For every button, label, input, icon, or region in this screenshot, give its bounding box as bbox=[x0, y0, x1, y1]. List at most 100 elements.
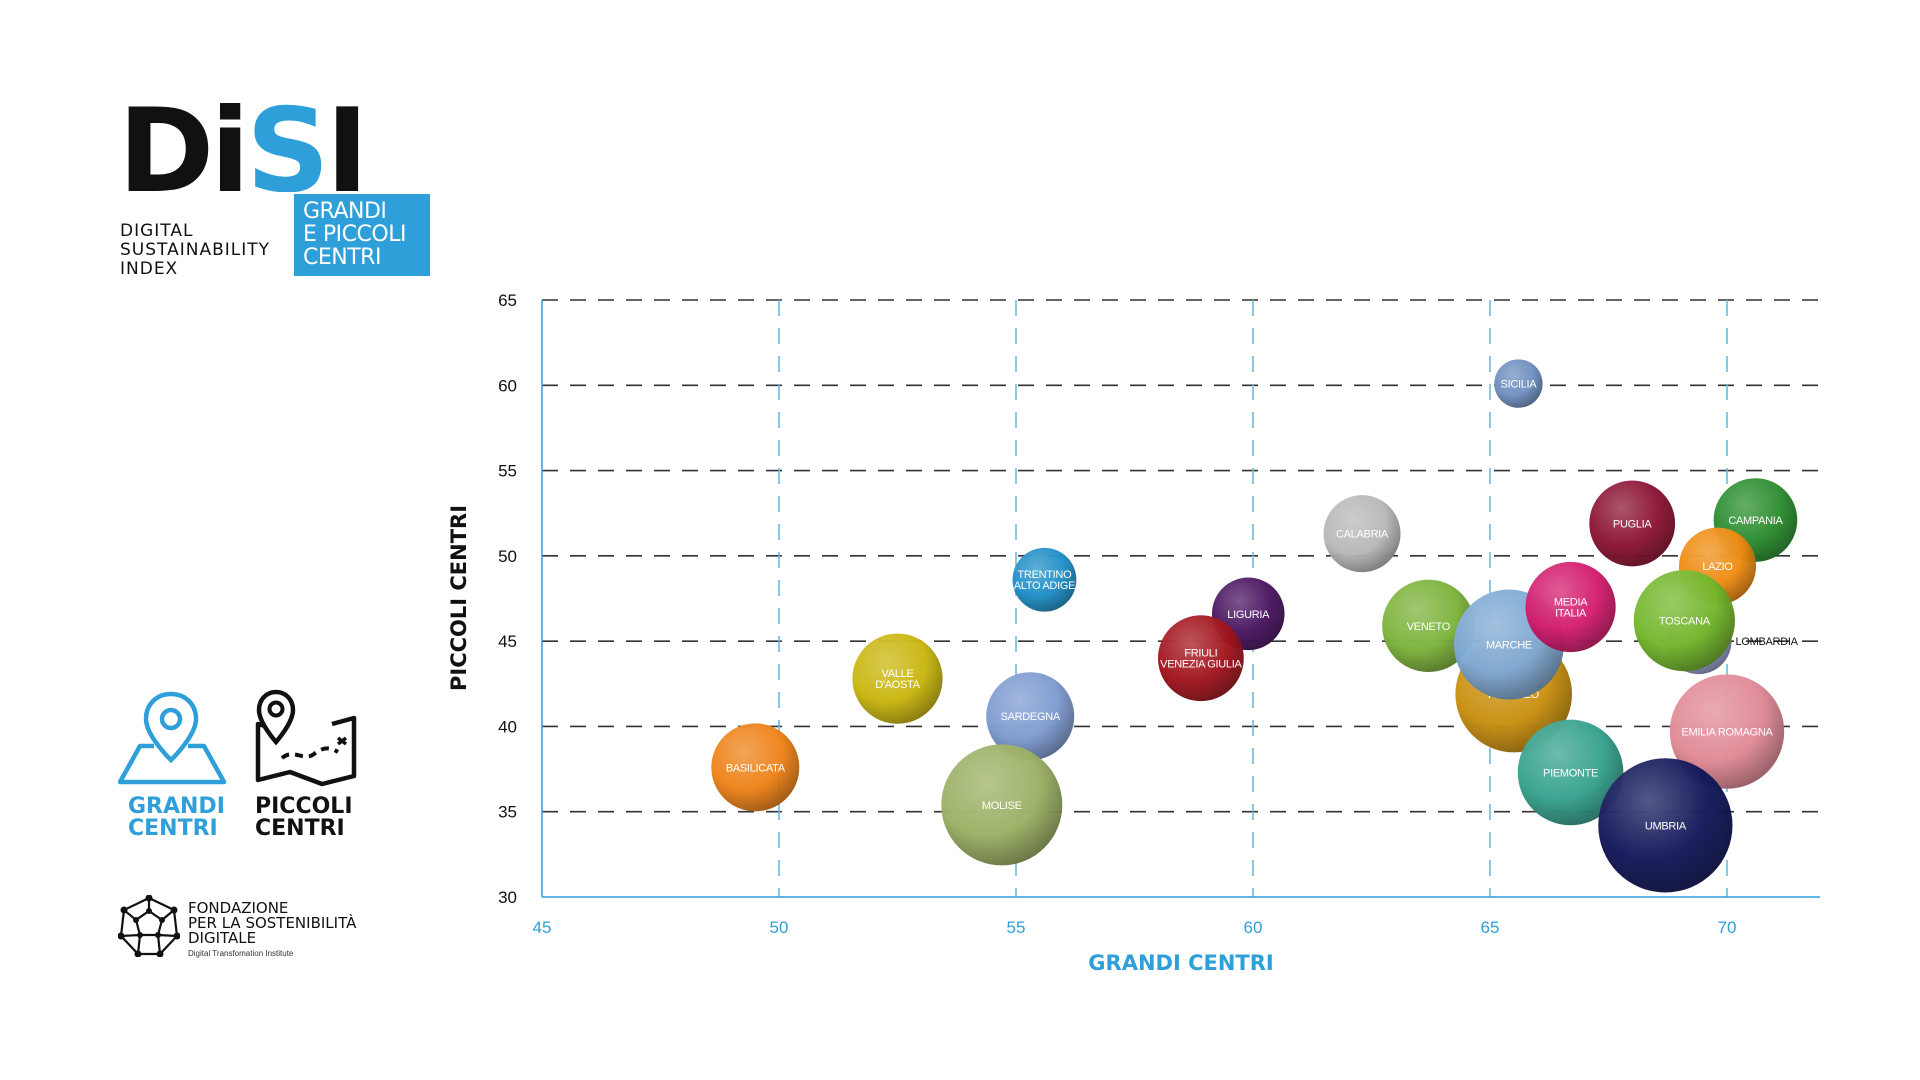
legend-piccoli-centri: PICCOLI CENTRI bbox=[254, 688, 364, 840]
bubble-circle bbox=[1517, 719, 1624, 826]
bubble-sardegna: SARDEGNA bbox=[986, 672, 1075, 761]
bubble-label-line: VENETO bbox=[1407, 621, 1451, 633]
disi-subtitle-line: INDEX bbox=[120, 259, 179, 279]
bubble-label-line: UMBRIA bbox=[1645, 820, 1687, 832]
x-tick-label: 50 bbox=[770, 918, 789, 937]
legend-grandi-line2: CENTRI bbox=[128, 816, 218, 841]
bubble-label: MARCHE bbox=[1486, 640, 1532, 652]
bubble-label-line: CAMPANIA bbox=[1728, 515, 1783, 527]
chart-bubbles: SICILIA CALABRIA TRENTINO ALTO ADIGE LIGURIA… bbox=[711, 359, 1799, 893]
folded-map-icon bbox=[255, 689, 357, 787]
bubble-molise: MOLISE bbox=[941, 744, 1063, 866]
bubble-label: MEDIA ITALIA bbox=[1554, 597, 1588, 620]
x-axis-title: GRANDI CENTRI bbox=[1088, 951, 1273, 975]
y-tick-label: 60 bbox=[498, 376, 517, 395]
bubble-label: TRENTINO ALTO ADIGE bbox=[1014, 569, 1075, 592]
bubble-label: UMBRIA bbox=[1645, 820, 1687, 832]
x-tick-label: 60 bbox=[1244, 918, 1263, 937]
bubble-label-line: ALTO ADIGE bbox=[1014, 580, 1075, 592]
bubble-circle bbox=[711, 723, 800, 812]
bubble-veneto: VENETO bbox=[1382, 579, 1475, 672]
disi-wordmark: DiSI bbox=[118, 94, 365, 192]
y-tick-label: 65 bbox=[498, 291, 517, 310]
bubble-label-line: PUGLIA bbox=[1613, 518, 1653, 530]
bubble-media-italia: MEDIA ITALIA bbox=[1525, 561, 1616, 653]
bubble-umbria: UMBRIA bbox=[1598, 758, 1733, 893]
badge-line: GRANDI bbox=[303, 199, 387, 224]
bubble-label-line: TOSCANA bbox=[1659, 616, 1711, 628]
bubble-label: LAZIO bbox=[1702, 561, 1733, 573]
badge-line: CENTRI bbox=[303, 245, 381, 270]
bubble-circle bbox=[1494, 359, 1543, 408]
bubble-label: LOMBARDIA bbox=[1736, 636, 1799, 648]
bubble-label-line: SICILIA bbox=[1501, 379, 1538, 391]
bubble-label-line: MOLISE bbox=[982, 800, 1022, 812]
legend-piccoli-label: PICCOLI CENTRI bbox=[255, 796, 353, 840]
fondazione-logo: FONDAZIONE PER LA SOSTENIBILITÀ DIGITALE… bbox=[117, 894, 418, 965]
bubble-label: PIEMONTE bbox=[1543, 767, 1598, 779]
bubble-label: SARDEGNA bbox=[1001, 711, 1061, 723]
bubble-label-line: VALLE bbox=[882, 668, 914, 680]
bubble-label: VENETO bbox=[1407, 621, 1451, 633]
fondazione-line: DIGITALE bbox=[188, 929, 257, 947]
bubble-circle bbox=[1157, 615, 1244, 702]
bubble-circle bbox=[1589, 480, 1676, 567]
legend-piccoli-line2: CENTRI bbox=[255, 816, 345, 841]
bubble-circle bbox=[1525, 561, 1616, 653]
grandi-piccoli-centri-badge: GRANDI E PICCOLI CENTRI bbox=[294, 194, 430, 276]
bubble-label-line: TRENTINO bbox=[1018, 569, 1073, 581]
bubble-label-line: MARCHE bbox=[1486, 640, 1532, 652]
bubble-label-line: LOMBARDIA bbox=[1736, 636, 1799, 648]
bubble-circle bbox=[1633, 570, 1735, 672]
bubble-label: TOSCANA bbox=[1659, 616, 1711, 628]
x-tick-label: 55 bbox=[1007, 918, 1026, 937]
bubble-label: PUGLIA bbox=[1613, 518, 1653, 530]
bubble-trentino-alto-adige: TRENTINO ALTO ADIGE bbox=[1012, 547, 1077, 612]
y-tick-label: 35 bbox=[498, 803, 517, 822]
fondazione-tagline: Digital Transfomation Institute bbox=[188, 949, 294, 958]
bubble-friuli-venezia-giulia: FRIULI VENEZIA GIULIA bbox=[1157, 615, 1244, 702]
bubble-circle bbox=[1382, 579, 1475, 672]
bubble-label-line: MEDIA bbox=[1554, 597, 1588, 609]
disi-subtitle: DIGITAL SUSTAINABILITY INDEX bbox=[120, 222, 270, 279]
bubble-label: LIGURIA bbox=[1227, 609, 1270, 621]
disi-word-black-end: I bbox=[325, 94, 365, 192]
bubble-circle bbox=[852, 633, 943, 724]
bubble-circle bbox=[1669, 674, 1785, 789]
bubble-circle bbox=[1598, 758, 1733, 893]
bubble-sicilia: SICILIA bbox=[1494, 359, 1543, 408]
bubble-emilia-romagna: EMILIA ROMAGNA bbox=[1669, 674, 1785, 789]
disi-subtitle-line: SUSTAINABILITY bbox=[120, 240, 271, 260]
bubble-label-line: PIEMONTE bbox=[1543, 767, 1598, 779]
fondazione-line: FONDAZIONE bbox=[188, 899, 289, 917]
bubble-label: EMILIA ROMAGNA bbox=[1681, 727, 1773, 739]
bubble-label: SICILIA bbox=[1501, 379, 1538, 391]
bubble-basilicata: BASILICATA bbox=[711, 723, 800, 812]
bubble-label: CALABRIA bbox=[1336, 529, 1389, 541]
x-tick-label: 65 bbox=[1481, 918, 1500, 937]
bubble-circle bbox=[1323, 495, 1401, 573]
bubble-calabria: CALABRIA bbox=[1323, 495, 1401, 573]
dodecahedron-logo-icon bbox=[117, 894, 181, 958]
bubble-label-line: SARDEGNA bbox=[1001, 711, 1061, 723]
legend-piccoli-line1: PICCOLI bbox=[255, 794, 353, 819]
disi-word-blue: S bbox=[246, 94, 330, 192]
legend-grandi-label: GRANDI CENTRI bbox=[128, 796, 225, 840]
bubble-label: MOLISE bbox=[982, 800, 1022, 812]
bubble-valle-d-aosta: VALLE D'AOSTA bbox=[852, 633, 943, 724]
fondazione-name: FONDAZIONE PER LA SOSTENIBILITÀ DIGITALE bbox=[188, 901, 356, 946]
bubble-circle bbox=[941, 744, 1063, 866]
bubble-label: FRIULI VENEZIA GIULIA bbox=[1160, 648, 1242, 671]
chart-axes: 30 35 40 45 50 55 60 65 45 50 55 60 65 70 bbox=[498, 291, 1820, 937]
bubble-label-line: BASILICATA bbox=[726, 762, 786, 774]
bubble-circle bbox=[1012, 547, 1077, 612]
bubble-label-line: FRIULI bbox=[1184, 648, 1217, 660]
fondazione-line: PER LA SOSTENIBILITÀ bbox=[188, 914, 357, 932]
bubble-label-line: D'AOSTA bbox=[875, 679, 920, 691]
y-tick-label: 40 bbox=[498, 717, 517, 736]
bubble-label-line: EMILIA ROMAGNA bbox=[1681, 727, 1773, 739]
y-tick-label: 50 bbox=[498, 547, 517, 566]
bubble-toscana: TOSCANA bbox=[1633, 570, 1735, 672]
bubble-label-line: CALABRIA bbox=[1336, 529, 1389, 541]
